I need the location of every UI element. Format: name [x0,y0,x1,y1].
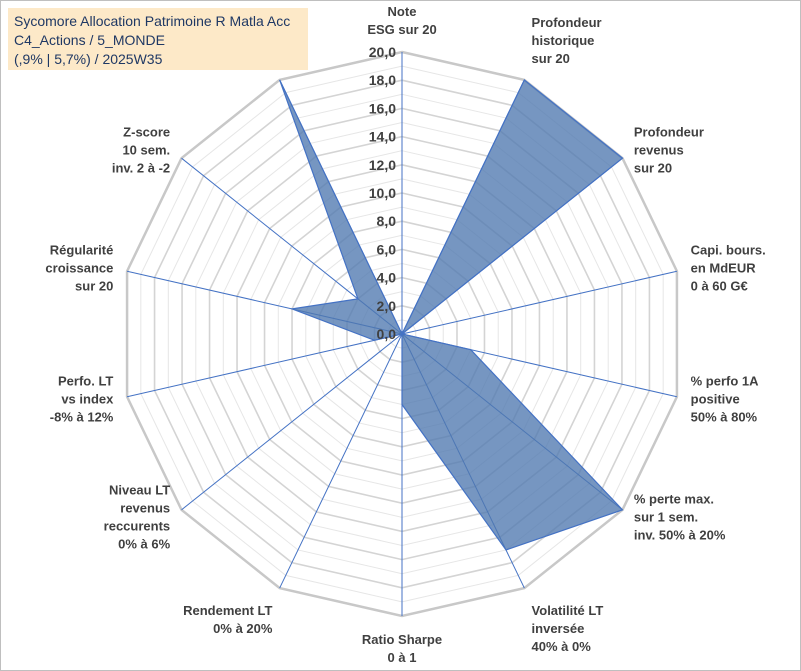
tick-label: 2,0 [377,298,397,314]
axis-label: 0 à 1 [388,650,417,665]
axis-label: reccurents [104,518,170,533]
axis-label: sur 20 [634,161,672,176]
axis-label: Perfo. LT [58,373,113,388]
axis-label: revenus [634,143,684,158]
axis-label: Régularité [50,243,114,258]
tick-label: 18,0 [369,72,396,88]
axis-label: Note [388,4,417,19]
tick-label: 10,0 [369,185,396,201]
tick-label: 4,0 [377,270,397,286]
chart-subtitle-line: C4_Actions / 5_MONDE [14,32,165,48]
axis-label: ESG sur 20 [367,22,436,37]
axis-label: vs index [61,391,114,406]
spoke-line [401,270,678,335]
tick-label: 20,0 [369,44,396,60]
axis-label: croissance [45,261,113,276]
axis-label: Capi. bours. [691,243,766,258]
tick-label: 16,0 [369,100,396,116]
radar-series [279,78,624,551]
axis-label: Niveau LT [109,482,170,497]
chart-subtitle-line: (,9% | 5,7%) / 2025W35 [14,51,163,67]
axis-label: % perfo 1A [691,373,760,388]
axis-label: Profondeur [532,15,602,30]
axis-label: 0% à 20% [213,621,273,636]
spoke-line [279,333,403,589]
axis-label: en MdEUR [691,261,757,276]
chart-title-line: Sycomore Allocation Patrimoine R Matla A… [14,13,291,29]
tick-label: 14,0 [369,129,396,145]
tick-label: 6,0 [377,241,397,257]
axis-label: Z-score [123,125,170,140]
axis-label: sur 20 [75,279,113,294]
tick-label: 0,0 [377,326,397,342]
axis-label: 50% à 80% [691,409,758,424]
spoke-line [181,333,403,511]
axis-label: Volatilité LT [532,603,604,618]
axis-label: revenus [120,500,170,515]
axis-label: 10 sem. [122,143,170,158]
axis-label: Profondeur [634,125,704,140]
axis-label: historique [532,33,595,48]
axis-label: positive [691,391,740,406]
axis-label: % perte max. [634,491,714,506]
axis-label: inv. 50% à 20% [634,527,726,542]
spoke-line [126,333,403,398]
axis-label: Ratio Sharpe [362,632,442,647]
axis-label: 0% à 6% [118,536,170,551]
tick-label: 8,0 [377,213,397,229]
series-area [279,78,624,551]
radar-tick-labels: 0,0 2,0 4,0 6,0 8,0 10,0 12,0 14,0 16,0 18,0 20,0 [369,44,396,342]
axis-label: sur 1 sem. [634,509,698,524]
axis-label: inversée [532,621,585,636]
axis-label: Rendement LT [183,603,272,618]
axis-label: 40% à 0% [532,639,592,654]
axis-label: inv. 2 à -2 [112,161,170,176]
axis-label: 0 à 60 G€ [691,279,748,294]
chart-title-box: Sycomore Allocation Patrimoine R Matla A… [8,8,308,70]
axis-label: sur 20 [532,51,570,66]
axis-label: -8% à 12% [50,409,114,424]
tick-label: 12,0 [369,157,396,173]
